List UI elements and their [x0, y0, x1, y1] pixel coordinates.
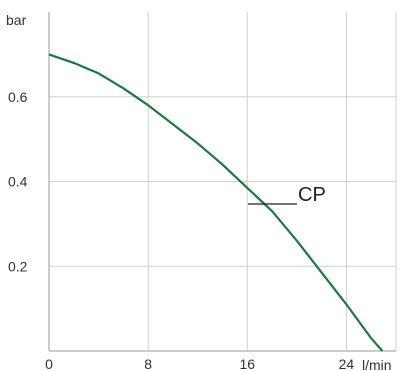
series-layer [48, 53, 384, 352]
legend: CP [248, 184, 326, 206]
y-tick-label-2: 0.6 [8, 89, 28, 105]
axes [48, 12, 396, 352]
y-axis-unit: bar [6, 12, 27, 28]
legend-label: CP [298, 184, 326, 206]
tick-labels: 0 8 16 24 0.2 0.4 0.6 [8, 89, 354, 371]
y-tick-label-1: 0.4 [8, 174, 28, 190]
grid [49, 12, 397, 351]
x-tick-label-1: 8 [144, 356, 152, 371]
x-axis-unit: l/min [362, 357, 392, 371]
series-line-0 [48, 53, 384, 352]
x-tick-label-0: 0 [45, 356, 53, 371]
y-tick-label-0: 0.2 [8, 258, 28, 274]
x-tick-label-2: 16 [239, 356, 255, 371]
x-tick-label-3: 24 [339, 356, 355, 371]
